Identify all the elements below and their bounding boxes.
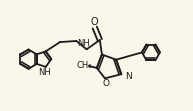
Text: NH: NH	[38, 68, 51, 77]
Text: O: O	[91, 17, 99, 27]
Text: NH: NH	[77, 39, 90, 48]
Text: CH₃: CH₃	[77, 61, 92, 70]
Text: N: N	[125, 72, 132, 81]
Text: O: O	[102, 79, 109, 88]
